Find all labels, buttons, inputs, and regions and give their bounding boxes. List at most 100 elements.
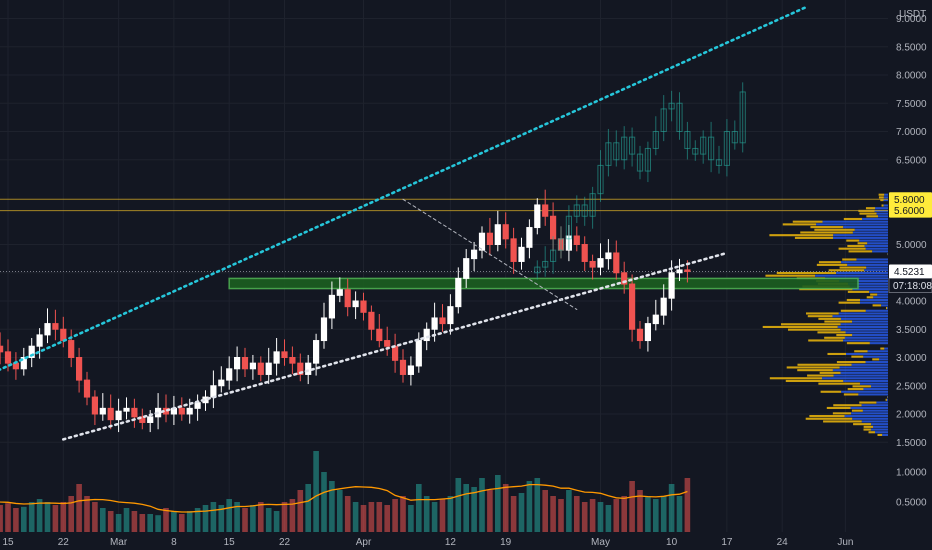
time-tick-label: 15 [2,537,14,548]
time-tick-label: 19 [500,537,512,548]
profile-bar-sell [885,398,887,401]
volume-bar [258,502,264,532]
profile-bar-buy [863,355,888,358]
profile-bar-buy [843,226,888,229]
profile-bar-sell [851,409,863,412]
candle [115,410,122,421]
profile-bar-sell [814,228,855,231]
price-tick-label: 5.0000 [896,240,927,251]
price-tag-value: 5.6000 [894,206,925,217]
profile-bar-buy [872,250,888,253]
profile-bar-buy [876,212,888,215]
profile-bar-sell [824,336,845,339]
candle [83,379,91,398]
time-tick-label: 10 [666,537,678,548]
volume-bar [645,496,651,532]
volume-bar [123,508,130,532]
trendlines[interactable] [0,5,808,441]
volume-bar [218,505,225,532]
candle [344,289,351,308]
profile-bar-buy [849,285,888,288]
price-levels [0,198,888,272]
profile-bar-buy [876,401,888,404]
volume-bar [676,496,683,532]
volume-bar [265,508,272,532]
profile-bar-buy [841,390,888,393]
profile-bar-buy [833,236,888,239]
candle [644,323,651,342]
profile-bar-buy [815,274,888,277]
profile-bar-buy [867,350,888,353]
volume-bars [0,451,691,532]
candle [178,407,185,415]
time-tick-label: 17 [721,537,733,548]
time-tick-label: Jun [837,537,853,548]
candle [265,362,272,375]
price-tick-label: 9.0000 [896,14,927,25]
profile-bar-buy [839,366,888,369]
profile-bar-buy [841,261,888,264]
profile-bar-sell [868,431,876,434]
candle [241,357,249,370]
candle [218,379,225,387]
candle [210,385,217,398]
volume-bar [605,505,612,532]
volume-bar [202,505,209,532]
volume-bar [115,514,122,532]
profile-bar-sell [832,412,852,415]
candle [415,340,422,367]
volume-bar [242,508,248,532]
volume-bar [297,490,304,532]
volume-bar [52,505,59,532]
profile-bar-sell [885,307,888,310]
candle [518,246,525,262]
countdown-box [888,278,932,293]
profile-bar-buy [858,393,888,396]
volume-bar [423,496,430,532]
profile-bar-buy [873,296,888,299]
currency-label: USDT [899,9,926,20]
candle [636,328,644,342]
candle [526,227,533,248]
volume-bar [344,496,351,532]
volume-bar [408,505,414,532]
candle [431,317,438,330]
volume-bar [487,490,493,532]
candle [502,224,509,240]
profile-bar-sell [839,266,867,269]
volume-bar [400,496,406,532]
projection-candle [573,204,580,217]
candle [131,407,138,418]
profile-bar-buy [883,196,888,199]
volume-bar [186,511,193,532]
projection-candle [621,136,628,161]
profile-bar-buy [859,239,888,242]
candle [447,306,454,325]
volume-bar [668,484,675,532]
profile-bar-buy [865,247,888,250]
volume-bar [558,499,564,532]
profile-bar-buy [839,280,888,283]
time-axis[interactable]: 15 22 Mar 8 15 22 Apr 12 19 May 10 17 24 Jun [2,537,853,548]
volume-bar [392,499,398,532]
volume-bar [416,484,422,532]
profile-bar-buy [859,382,888,385]
candle [305,362,312,375]
candle [368,311,375,330]
profile-bar-buy [843,379,888,383]
profile-bar-buy [871,423,888,426]
support-zone[interactable] [228,277,859,290]
profile-bar-sell [765,274,816,277]
projection-candle [605,142,612,166]
candle [652,314,659,325]
volume-bar [131,511,138,532]
profile-bar-buy [852,288,888,291]
price-tag-5.8000: 5.8000 [889,192,932,207]
candle [676,269,683,274]
profile-bar-sell [794,236,834,239]
profile-bar-sell [819,371,841,374]
projection-candle [589,193,596,217]
volume-bar [447,496,454,532]
candle [550,215,557,240]
